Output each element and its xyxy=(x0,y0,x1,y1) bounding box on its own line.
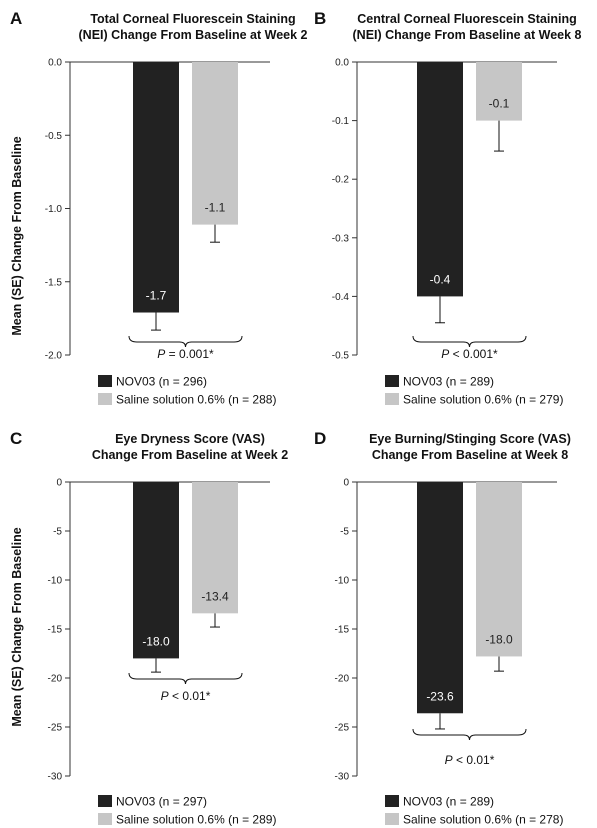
bar-value-label: -1.1 xyxy=(205,201,226,215)
y-tick-label: -15 xyxy=(48,625,63,636)
bar-value-label: -23.6 xyxy=(426,689,454,703)
significance-bracket xyxy=(412,335,527,348)
legend-swatch xyxy=(98,375,112,387)
y-tick-label: -0.2 xyxy=(332,175,350,186)
p-value-text: < 0.01* xyxy=(453,753,495,767)
p-value: P = 0.001* xyxy=(157,347,214,361)
chart-panel-d: D Eye Burning/Stinging Score (VAS) Change … xyxy=(314,429,571,827)
y-tick-label: -1.0 xyxy=(45,204,63,215)
panel-letter: D xyxy=(314,429,326,448)
chart-panel-c: C Eye Dryness Score (VAS) Change From Base… xyxy=(10,429,288,827)
y-tick-label: -0.1 xyxy=(332,116,350,127)
chart-title-line: Change From Baseline at Week 8 xyxy=(372,448,568,462)
y-tick-label: -30 xyxy=(48,772,63,783)
p-value-symbol: P xyxy=(161,689,169,703)
bar-nov03 xyxy=(133,482,179,659)
bar-saline xyxy=(192,482,238,614)
chart-title-line: Central Corneal Fluorescein Staining xyxy=(357,12,577,26)
bar-saline xyxy=(476,482,522,657)
chart-title-line: Eye Dryness Score (VAS) xyxy=(115,432,265,446)
y-tick-label: -5 xyxy=(53,527,62,538)
y-tick-label: -10 xyxy=(335,576,350,587)
y-tick-label: 0 xyxy=(343,478,349,489)
bar-saline xyxy=(192,62,238,225)
y-tick-label: -0.4 xyxy=(332,292,350,303)
p-value-text: < 0.01* xyxy=(169,689,211,703)
y-tick-label: -15 xyxy=(335,625,350,636)
y-axis-label-top: Mean (SE) Change From Baseline xyxy=(10,136,24,335)
significance-bracket xyxy=(128,672,243,685)
bar-nov03 xyxy=(133,62,179,313)
bar-saline xyxy=(476,62,522,121)
bar-value-label: -0.4 xyxy=(430,272,451,286)
legend-label: NOV03 (n = 289) xyxy=(403,795,494,809)
legend-label: Saline solution 0.6% (n = 288) xyxy=(116,393,276,407)
legend-label: NOV03 (n = 296) xyxy=(116,375,207,389)
p-value-symbol: P xyxy=(445,753,453,767)
legend-swatch xyxy=(98,393,112,405)
legend-label: NOV03 (n = 297) xyxy=(116,795,207,809)
p-value-symbol: P xyxy=(441,347,449,361)
y-tick-label: -2.0 xyxy=(45,351,63,362)
chart-title-line: Total Corneal Fluorescein Staining xyxy=(90,12,295,26)
y-tick-label: -5 xyxy=(340,527,349,538)
y-tick-label: -25 xyxy=(48,723,63,734)
y-tick-label: -10 xyxy=(48,576,63,587)
bar-nov03 xyxy=(417,62,463,297)
chart-title-line: Eye Burning/Stinging Score (VAS) xyxy=(369,432,571,446)
legend-swatch xyxy=(385,795,399,807)
legend-swatch xyxy=(98,813,112,825)
y-tick-label: 0.0 xyxy=(335,58,349,69)
legend-swatch xyxy=(98,795,112,807)
legend-swatch xyxy=(385,375,399,387)
bar-value-label: -0.1 xyxy=(489,97,510,111)
y-axis-label-bottom: Mean (SE) Change From Baseline xyxy=(10,527,24,726)
bar-value-label: -1.7 xyxy=(146,289,167,303)
p-value: P < 0.001* xyxy=(441,347,498,361)
significance-bracket xyxy=(412,728,527,741)
panel-letter: A xyxy=(10,9,22,28)
panel-letter: C xyxy=(10,429,22,448)
legend-swatch xyxy=(385,813,399,825)
legend-label: Saline solution 0.6% (n = 279) xyxy=(403,393,563,407)
y-tick-label: -20 xyxy=(335,674,350,685)
y-tick-label: 0.0 xyxy=(48,58,62,69)
legend-swatch xyxy=(385,393,399,405)
chart-title-line: (NEI) Change From Baseline at Week 8 xyxy=(353,28,582,42)
legend-label: Saline solution 0.6% (n = 278) xyxy=(403,813,563,827)
y-tick-label: -30 xyxy=(335,772,350,783)
chart-panel-a: A Total Corneal Fluorescein Staining (NEI)… xyxy=(10,9,308,407)
y-tick-label: -25 xyxy=(335,723,350,734)
bar-nov03 xyxy=(417,482,463,714)
p-value-symbol: P xyxy=(157,347,165,361)
legend-label: NOV03 (n = 289) xyxy=(403,375,494,389)
p-value: P < 0.01* xyxy=(445,753,495,767)
y-tick-label: -0.5 xyxy=(332,351,350,362)
p-value: P < 0.01* xyxy=(161,689,211,703)
panel-letter: B xyxy=(314,9,326,28)
bar-value-label: -18.0 xyxy=(485,632,513,646)
y-tick-label: -0.5 xyxy=(45,131,63,142)
chart-panel-b: B Central Corneal Fluorescein Staining (NE… xyxy=(314,9,582,407)
y-tick-label: -1.5 xyxy=(45,277,63,288)
p-value-text: = 0.001* xyxy=(165,347,214,361)
p-value-text: < 0.001* xyxy=(449,347,498,361)
chart-title-line: (NEI) Change From Baseline at Week 2 xyxy=(79,28,308,42)
legend-label: Saline solution 0.6% (n = 289) xyxy=(116,813,276,827)
y-tick-label: -20 xyxy=(48,674,63,685)
y-tick-label: -0.3 xyxy=(332,233,350,244)
y-tick-label: 0 xyxy=(56,478,62,489)
chart-title-line: Change From Baseline at Week 2 xyxy=(92,448,288,462)
significance-bracket xyxy=(128,335,243,348)
bar-value-label: -13.4 xyxy=(201,589,229,603)
bar-value-label: -18.0 xyxy=(142,634,170,648)
panels: A Total Corneal Fluorescein Staining (NEI)… xyxy=(10,9,582,827)
